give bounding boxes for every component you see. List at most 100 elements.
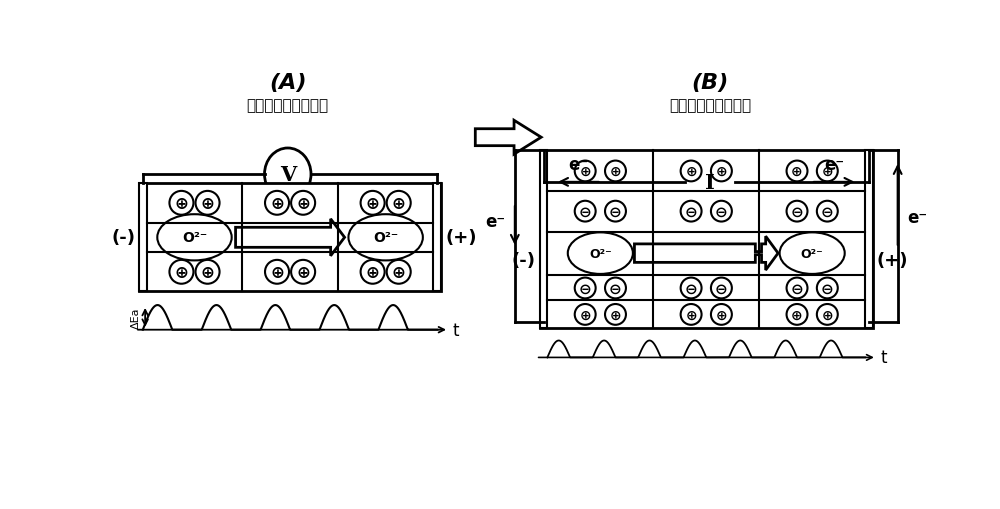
Bar [865, 150, 873, 328]
Text: t: t [881, 349, 887, 366]
Text: ⊖: ⊖ [609, 281, 622, 296]
Text: ⊕: ⊕ [392, 194, 406, 212]
Text: ⊕: ⊕ [610, 308, 621, 322]
Circle shape [787, 304, 807, 325]
Circle shape [817, 304, 838, 325]
Text: O²⁻: O²⁻ [182, 231, 207, 245]
Circle shape [169, 260, 193, 284]
Circle shape [817, 161, 838, 182]
Text: (+): (+) [877, 252, 908, 270]
Text: ⊕: ⊕ [716, 164, 727, 179]
Text: ⊖: ⊖ [821, 281, 834, 296]
Text: e⁻: e⁻ [907, 209, 927, 227]
Bar [540, 150, 873, 328]
Text: ⊕: ⊕ [791, 308, 803, 322]
Text: ⊕: ⊕ [685, 308, 697, 322]
Text: ⊕: ⊕ [716, 308, 727, 322]
Circle shape [169, 191, 193, 215]
Text: ⊕: ⊕ [791, 164, 803, 179]
Circle shape [575, 202, 596, 222]
Text: (A): (A) [269, 73, 306, 93]
Ellipse shape [264, 149, 311, 201]
Text: ⊖: ⊖ [821, 204, 834, 219]
Circle shape [787, 278, 807, 299]
Text: ⊕: ⊕ [579, 164, 591, 179]
Ellipse shape [780, 233, 845, 274]
Circle shape [605, 304, 626, 325]
Text: V: V [280, 165, 296, 185]
Circle shape [265, 191, 289, 215]
Text: O²⁻: O²⁻ [589, 247, 612, 260]
Text: ⊕: ⊕ [366, 194, 380, 212]
Text: e⁻: e⁻ [824, 155, 844, 173]
Text: 【加热／电流控制】: 【加热／电流控制】 [669, 98, 751, 113]
Text: ⊖: ⊖ [715, 281, 728, 296]
Text: ⊕: ⊕ [579, 308, 591, 322]
Polygon shape [634, 237, 778, 271]
Text: ⊖: ⊖ [579, 204, 592, 219]
Circle shape [361, 191, 385, 215]
Circle shape [575, 304, 596, 325]
Text: ⊖: ⊖ [715, 204, 728, 219]
Ellipse shape [348, 215, 423, 261]
Circle shape [711, 278, 732, 299]
Bar [433, 184, 441, 292]
Ellipse shape [568, 233, 633, 274]
Circle shape [817, 202, 838, 222]
Circle shape [817, 278, 838, 299]
Text: ⊕: ⊕ [610, 164, 621, 179]
Text: e⁻: e⁻ [568, 155, 588, 173]
Bar [139, 184, 441, 292]
Circle shape [681, 304, 702, 325]
Bar [540, 150, 547, 328]
Text: ⊕: ⊕ [201, 194, 214, 212]
Circle shape [605, 202, 626, 222]
Text: ⊕: ⊕ [822, 308, 833, 322]
Circle shape [681, 161, 702, 182]
Text: ⊖: ⊖ [579, 281, 592, 296]
Text: ⊕: ⊕ [175, 194, 188, 212]
Circle shape [196, 191, 220, 215]
Circle shape [711, 202, 732, 222]
Circle shape [575, 161, 596, 182]
Text: ⊖: ⊖ [685, 281, 697, 296]
Circle shape [291, 260, 315, 284]
Circle shape [605, 278, 626, 299]
Circle shape [787, 161, 807, 182]
Circle shape [575, 278, 596, 299]
Text: ⊕: ⊕ [392, 263, 406, 281]
Circle shape [685, 158, 735, 207]
Text: ⊕: ⊕ [270, 263, 284, 281]
Text: 【加热／电压控制】: 【加热／电压控制】 [247, 98, 329, 113]
Circle shape [291, 191, 315, 215]
Circle shape [387, 260, 411, 284]
Text: ⊖: ⊖ [685, 204, 697, 219]
Text: (B): (B) [692, 73, 729, 93]
Text: ΔEa: ΔEa [131, 307, 141, 328]
Text: (-): (-) [111, 229, 135, 247]
Text: ⊖: ⊖ [791, 204, 803, 219]
Text: (-): (-) [512, 252, 536, 270]
Text: ⊖: ⊖ [791, 281, 803, 296]
Ellipse shape [157, 215, 232, 261]
Text: ⊕: ⊕ [175, 263, 188, 281]
Circle shape [361, 260, 385, 284]
Text: e⁻: e⁻ [485, 213, 506, 231]
Text: ⊕: ⊕ [201, 263, 214, 281]
Polygon shape [236, 219, 345, 256]
Circle shape [681, 202, 702, 222]
Circle shape [711, 161, 732, 182]
Text: ⊕: ⊕ [270, 194, 284, 212]
Text: ⊖: ⊖ [609, 204, 622, 219]
Text: ⊕: ⊕ [296, 194, 310, 212]
Text: t: t [453, 321, 459, 339]
Circle shape [787, 202, 807, 222]
Circle shape [265, 260, 289, 284]
Text: ⊕: ⊕ [822, 164, 833, 179]
Circle shape [711, 304, 732, 325]
Text: ⊕: ⊕ [366, 263, 380, 281]
Text: (+): (+) [445, 229, 477, 247]
Circle shape [681, 278, 702, 299]
Circle shape [605, 161, 626, 182]
Polygon shape [475, 121, 541, 155]
